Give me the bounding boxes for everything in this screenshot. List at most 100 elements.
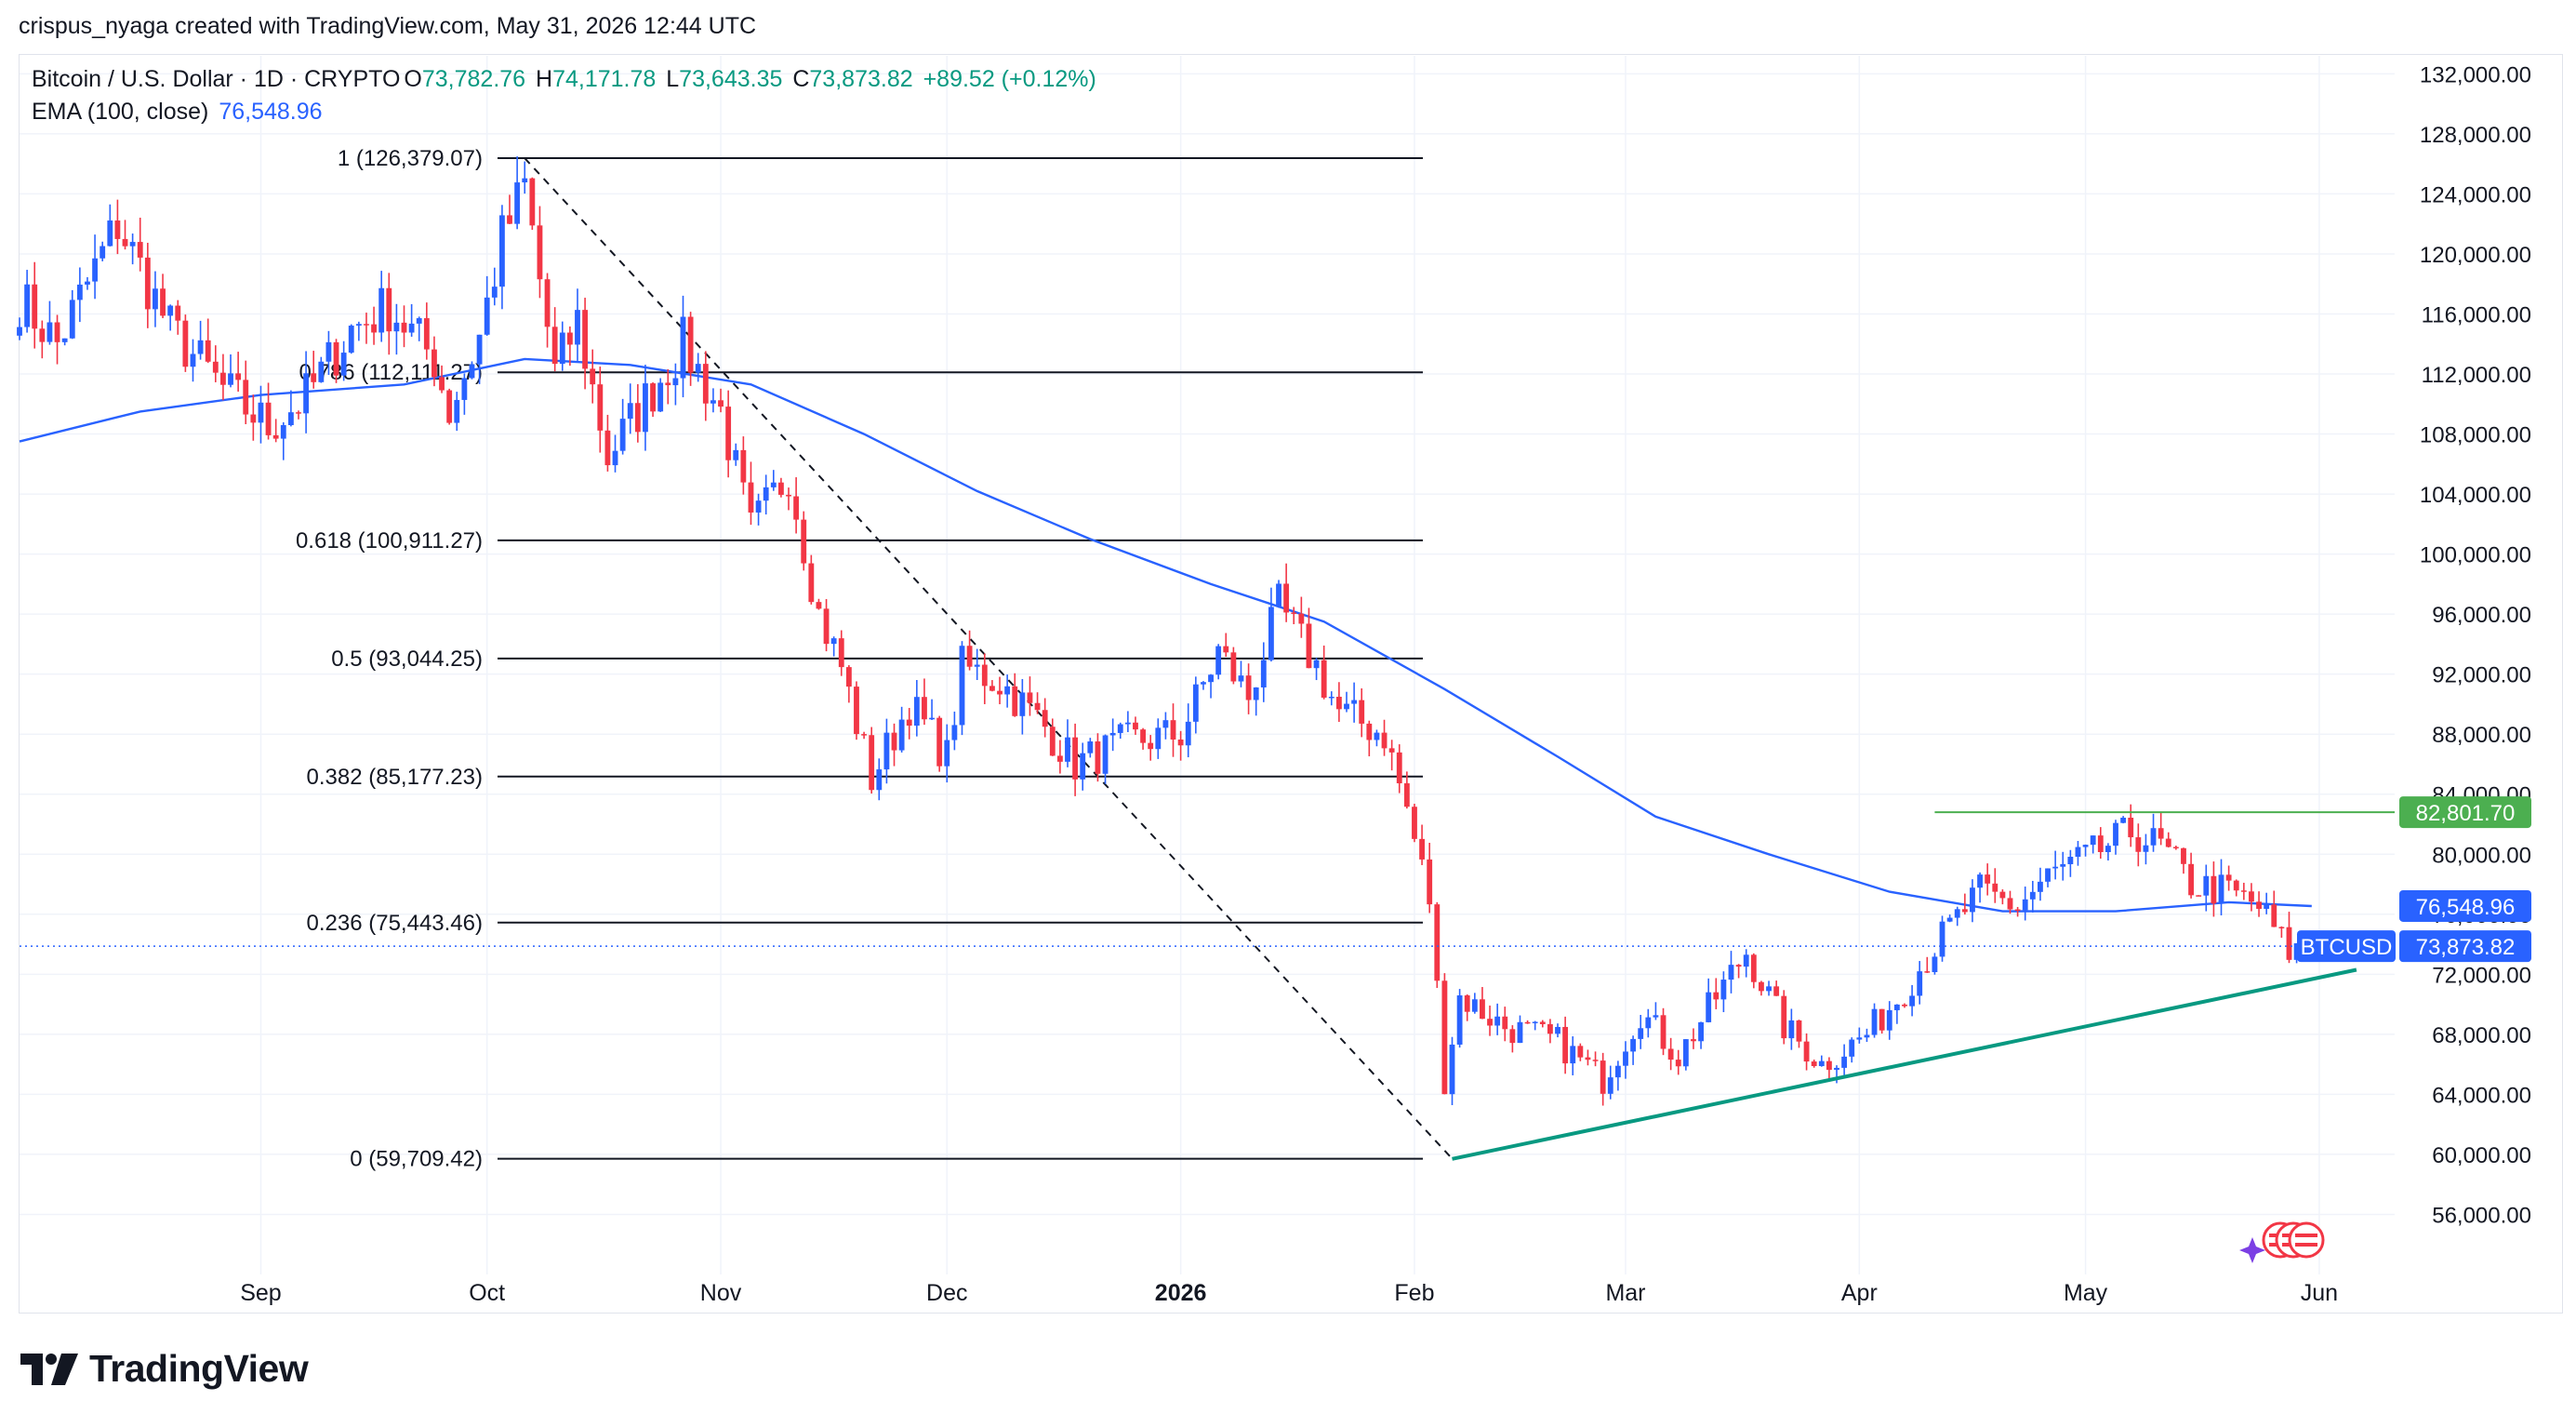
candle-body [2188, 863, 2195, 896]
candle-body [1080, 753, 1086, 780]
y-tick-label: 112,000.00 [2422, 363, 2531, 388]
candle-body [1042, 710, 1048, 727]
candle-body [1509, 1029, 1516, 1044]
candle-body [1124, 722, 1131, 725]
candle-body [2211, 875, 2217, 904]
candle-body [944, 740, 950, 767]
candle-body [1773, 986, 1780, 996]
candle-body [1871, 1008, 1878, 1035]
candle-body [755, 500, 762, 513]
fib-level-label: 0.786 (112,111.27) [299, 360, 483, 385]
candle-body [989, 686, 995, 691]
candle-body [2105, 846, 2111, 853]
candle-body [167, 305, 174, 316]
chart-legend: Bitcoin / U.S. Dollar · 1D · CRYPTO O73,7… [32, 63, 1100, 128]
candle-body [401, 322, 407, 333]
candle-body [2135, 837, 2142, 852]
y-tick-label: 100,000.00 [2420, 543, 2531, 568]
candle-body [1245, 675, 1252, 700]
candle-body [2249, 891, 2254, 902]
flags-icon [2262, 1221, 2325, 1259]
candle-body [1034, 702, 1041, 711]
candle-body [423, 318, 430, 350]
candle-body [786, 494, 791, 497]
candle-body [575, 310, 580, 345]
candle-body [1456, 995, 1463, 1045]
candle-body [2286, 927, 2292, 960]
candle-body [854, 687, 859, 735]
candle-body [672, 378, 679, 386]
candle-body [1056, 755, 1063, 762]
candle-body [272, 434, 279, 439]
ema-line-layer [19, 357, 2312, 913]
candle-body [1276, 583, 1281, 607]
candle-body [922, 697, 927, 720]
candle-body [1238, 675, 1244, 682]
candle-body [619, 419, 626, 451]
candle-body [1985, 874, 1991, 884]
candle-body [1539, 1021, 1546, 1024]
flag-circle [2288, 1221, 2325, 1259]
legend-open-label: O [404, 66, 422, 92]
candle-body [39, 328, 46, 342]
candle-body [2293, 943, 2300, 960]
candle-body [740, 449, 747, 483]
trend-annotations [20, 811, 2395, 1161]
ascending-trendline [1452, 967, 2357, 1161]
candle-body [235, 373, 242, 380]
symbol-tag-bg [2297, 930, 2396, 963]
x-tick-label: May [2064, 1280, 2108, 1306]
candle-body [1260, 660, 1267, 687]
candle-body [1117, 724, 1123, 733]
ema-price-tag: 76,548.96 [2416, 895, 2516, 920]
candle-body [205, 340, 211, 362]
candle-body [1019, 692, 1026, 716]
candle-body [612, 450, 618, 466]
chart-credit: crispus_nyaga created with TradingView.c… [19, 13, 757, 39]
candle-body [454, 399, 460, 423]
candle-body [1449, 1044, 1455, 1095]
candle-body [2113, 822, 2118, 847]
legend-symbol: Bitcoin / U.S. Dollar · 1D · CRYPTO [32, 66, 401, 92]
candle-body [1434, 904, 1441, 981]
price-axis[interactable]: 56,000.00 60,000.00 64,000.00 68,000.00 72,0… [2420, 62, 2531, 1228]
candle-body [54, 322, 60, 342]
candle-body [1072, 737, 1079, 780]
candle-body [1004, 686, 1011, 695]
candle-body [763, 487, 769, 501]
candle-body [1555, 1026, 1560, 1034]
y-tick-label: 132,000.00 [2420, 62, 2531, 87]
candle-body [318, 361, 325, 382]
candle-body [2097, 835, 2104, 853]
candle-body [1403, 783, 1410, 807]
candle-body [1675, 1060, 1681, 1067]
candle-body [582, 310, 589, 369]
y-tick-label: 80,000.00 [2432, 843, 2531, 868]
tradingview-brand: TradingView [20, 1347, 309, 1391]
candle-body [250, 414, 257, 423]
candle-body [61, 338, 68, 342]
candle-body [1856, 1037, 1863, 1040]
time-axis[interactable]: Sep Oct Nov Dec 2026 Feb Mar Apr May Jun [240, 1280, 2338, 1306]
price-tags: 82,801.70 76,548.96 73,873.82 BTCUSD [2297, 796, 2531, 963]
x-tick-label: Dec [926, 1280, 967, 1306]
fib-level-label: 0.5 (93,044.25) [331, 647, 483, 672]
candle-body [1027, 692, 1033, 703]
candle-body [1781, 995, 1787, 1039]
candle-body [974, 664, 980, 667]
candle-body [1419, 838, 1425, 860]
candle-body [2218, 874, 2224, 904]
current-price-tag: 73,873.82 [2416, 935, 2516, 960]
candle-body [1427, 859, 1433, 905]
candle-body [529, 178, 536, 226]
candle-body [695, 364, 701, 373]
candle-body [1441, 980, 1448, 1095]
x-tick-label: Nov [700, 1280, 742, 1306]
candle-body [906, 719, 912, 727]
candle-body [1728, 965, 1734, 980]
candle-body [1012, 686, 1018, 716]
candle-body [507, 215, 512, 224]
fib-level-label: 0.236 (75,443.46) [307, 911, 483, 936]
grid-lines [20, 56, 2395, 1274]
